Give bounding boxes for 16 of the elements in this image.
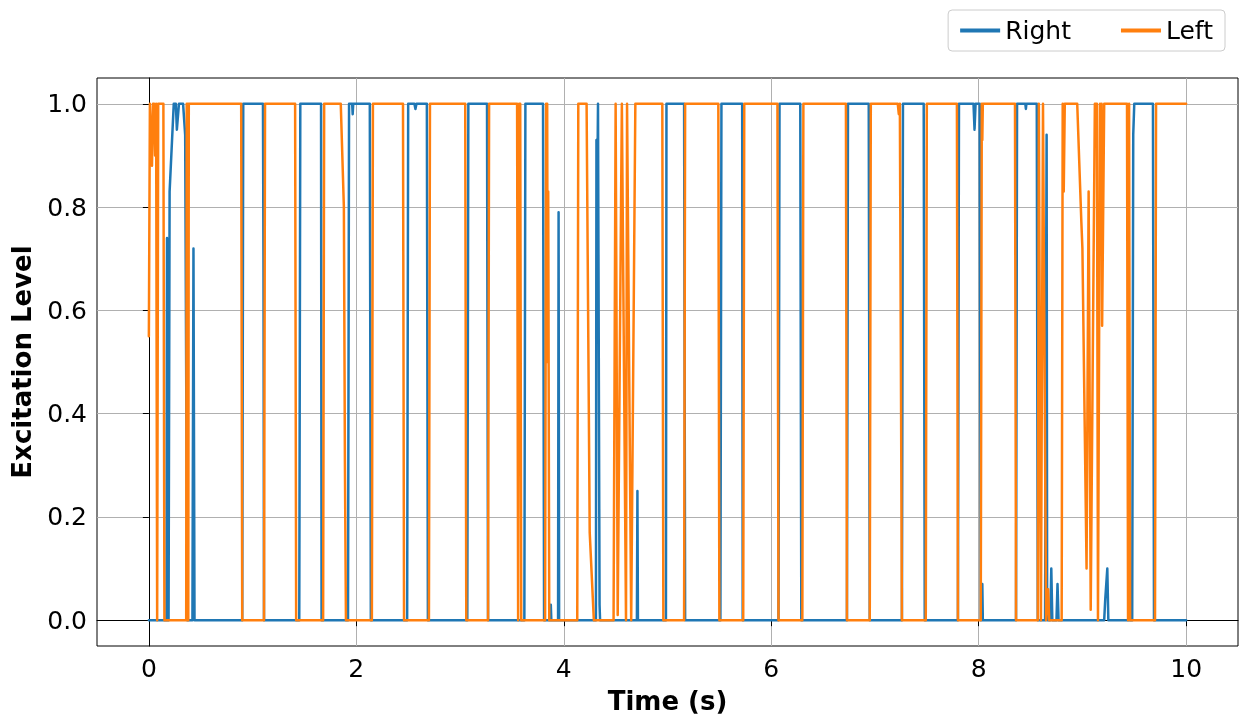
x-tick-label: 4 bbox=[555, 654, 572, 683]
x-tick-label: 8 bbox=[970, 654, 987, 683]
legend-label: Right bbox=[1005, 16, 1072, 45]
x-tick-label: 0 bbox=[140, 654, 157, 683]
y-axis-title: Excitation Level bbox=[7, 245, 37, 479]
x-tick-label: 2 bbox=[348, 654, 365, 683]
x-tick-label: 10 bbox=[1170, 654, 1203, 683]
x-axis-title: Time (s) bbox=[607, 686, 728, 716]
legend-label: Left bbox=[1165, 16, 1214, 45]
y-tick-label: 0.6 bbox=[47, 295, 87, 325]
y-tick-label: 0.0 bbox=[47, 605, 87, 635]
y-tick-label: 0.4 bbox=[47, 399, 87, 429]
x-tick-label: 6 bbox=[763, 654, 780, 683]
y-tick-label: 0.2 bbox=[47, 502, 87, 532]
y-tick-label: 1.0 bbox=[47, 89, 87, 119]
y-tick-label: 0.8 bbox=[47, 192, 87, 222]
